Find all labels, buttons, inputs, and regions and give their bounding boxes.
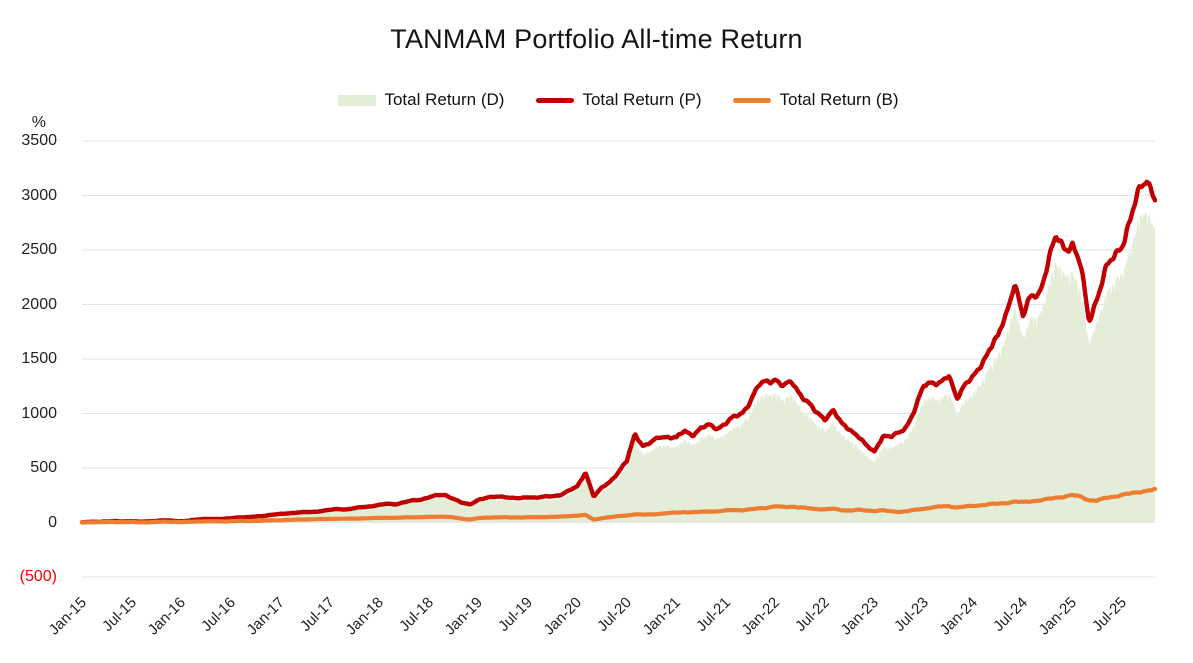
y-tick-label: 2000 — [21, 296, 57, 313]
y-tick-label: 500 — [30, 459, 57, 476]
legend-label: Total Return (P) — [582, 90, 702, 109]
y-axis-unit-label: % — [31, 114, 46, 131]
legend-item: Total Return (B) — [733, 90, 899, 110]
y-tick-label: (500) — [19, 568, 57, 585]
y-tick-label: 3500 — [21, 132, 57, 149]
series-line-total-return-p — [79, 179, 1158, 525]
y-tick-label: 1000 — [21, 405, 57, 422]
legend-item: Total Return (D) — [338, 90, 504, 110]
y-tick-label: 0 — [48, 514, 57, 531]
series-line-total-return-b — [79, 486, 1158, 525]
legend-line-swatch-icon — [536, 97, 575, 103]
legend-line-swatch-icon — [733, 97, 772, 103]
y-tick-label: 2500 — [21, 241, 57, 258]
chart-legend: Total Return (D) Total Return (P) Total Re… — [82, 90, 1155, 110]
legend-area-swatch-icon — [338, 94, 377, 106]
legend-item: Total Return (P) — [536, 90, 701, 110]
chart-title: TANMAM Portfolio All-time Return — [390, 24, 803, 54]
legend-label: Total Return (D) — [384, 90, 505, 109]
series-area-total-return-d — [82, 211, 1155, 523]
y-tick-label: 3000 — [21, 187, 57, 204]
legend-label: Total Return (B) — [779, 90, 899, 109]
y-tick-label: 1500 — [21, 350, 57, 367]
